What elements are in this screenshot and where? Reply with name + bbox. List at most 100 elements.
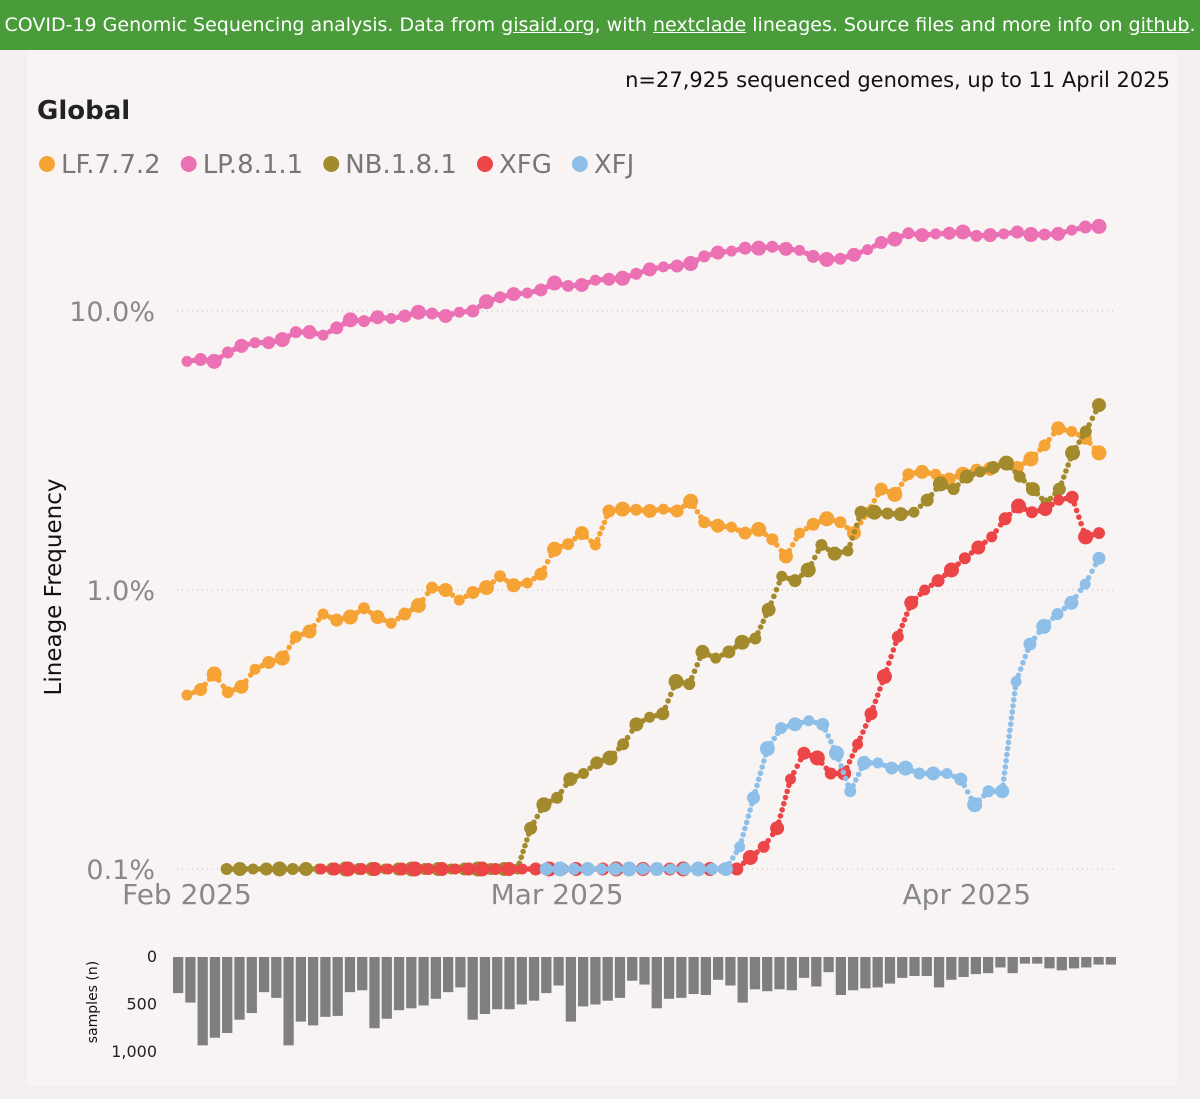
series-connector-dot (1011, 690, 1018, 697)
data-point-lp-8-1-1 (630, 267, 643, 280)
series-connector-dot (1007, 721, 1014, 727)
data-point-nb-1-8-1 (1025, 482, 1040, 497)
data-point-lf-7-7-2 (819, 511, 835, 527)
data-point-lf-7-7-2 (453, 594, 465, 606)
series-connector-dot (849, 753, 856, 759)
chart-legend: LF.7.7.2 LP.8.1.1 NB.1.8.1 XFG XFJ (39, 150, 634, 180)
y-axis-label: Lineage Frequency (41, 479, 67, 696)
data-point-lp-8-1-1 (506, 287, 521, 302)
github-link[interactable]: github (1128, 14, 1190, 36)
data-point-xfg (489, 863, 502, 875)
data-point-lp-8-1-1 (915, 228, 930, 243)
data-point-lf-7-7-2 (1038, 439, 1051, 452)
data-point-lp-8-1-1 (289, 326, 302, 339)
data-point-nb-1-8-1 (800, 562, 816, 578)
series-connector-dot (1001, 776, 1007, 782)
data-point-lp-8-1-1 (955, 224, 971, 240)
samples-bar (332, 957, 343, 1016)
legend-item-lp-8-1-1[interactable]: LP.8.1.1 (180, 150, 304, 180)
series-connector-dot (1010, 696, 1017, 703)
banner-text-4: . (1189, 14, 1196, 36)
series-connector-dot (757, 770, 764, 777)
samples-tick-label: 1,000 (111, 1042, 157, 1061)
data-point-lp-8-1-1 (806, 249, 820, 263)
series-connector-dot (743, 819, 750, 826)
samples-bar (762, 957, 773, 992)
data-point-nb-1-8-1 (683, 678, 696, 691)
series-connector-dot (522, 842, 528, 849)
data-point-nb-1-8-1 (695, 644, 710, 659)
data-point-lp-8-1-1 (494, 291, 507, 304)
data-point-lf-7-7-2 (738, 526, 752, 540)
legend-item-xfj[interactable]: XFJ (571, 150, 634, 180)
data-point-lp-8-1-1 (330, 321, 344, 335)
samples-bar (933, 957, 945, 988)
samples-tick-label: 500 (126, 995, 157, 1014)
samples-bar (737, 957, 748, 1003)
data-point-lf-7-7-2 (398, 607, 412, 621)
data-point-lp-8-1-1 (834, 252, 847, 265)
legend-item-xfg[interactable]: XFG (476, 150, 552, 180)
series-connector-dot (840, 769, 847, 776)
data-point-nb-1-8-1 (722, 645, 736, 659)
gisaid-link[interactable]: gisaid.org (501, 14, 595, 36)
data-point-xfg (1038, 502, 1053, 517)
nextclade-link[interactable]: nextclade (653, 14, 747, 36)
data-point-lf-7-7-2 (234, 679, 249, 694)
data-point-lf-7-7-2 (574, 526, 589, 541)
data-point-xfj (995, 784, 1010, 799)
samples-bar (479, 957, 491, 1014)
data-point-lf-7-7-2 (1023, 451, 1039, 467)
data-point-xfj (608, 862, 622, 876)
data-point-lf-7-7-2 (302, 624, 317, 639)
series-xfj (539, 551, 1106, 877)
data-point-xfj (872, 757, 884, 769)
legend-item-lf-7-7-2[interactable]: LF.7.7.2 (39, 150, 161, 180)
data-point-xfj (885, 761, 899, 775)
data-point-nb-1-8-1 (656, 707, 670, 721)
data-point-xfg (328, 862, 342, 876)
samples-bar (860, 957, 871, 989)
data-point-lp-8-1-1 (534, 283, 548, 297)
data-point-xfg (864, 707, 878, 721)
data-point-lf-7-7-2 (630, 503, 643, 516)
data-point-nb-1-8-1 (986, 460, 1000, 474)
samples-bar (786, 957, 797, 991)
series-xfg (315, 490, 1105, 877)
data-point-nb-1-8-1 (749, 632, 762, 645)
legend-label-xfj: XFJ (594, 150, 634, 180)
series-connector-dot (779, 807, 785, 813)
data-point-lp-8-1-1 (385, 313, 397, 325)
legend-label-nb-1-8-1: NB.1.8.1 (345, 150, 457, 180)
y-tick-label: 0.1% (86, 855, 155, 886)
data-point-lp-8-1-1 (410, 304, 426, 320)
series-connector-dot (1004, 745, 1011, 752)
series-connector-dot (761, 758, 767, 764)
series-connector-dot (1001, 770, 1008, 776)
data-point-lp-8-1-1 (453, 306, 465, 318)
chart-panel: n=27,925 sequenced genomes, up to 11 Apr… (27, 50, 1177, 1086)
data-point-lp-8-1-1 (778, 241, 793, 256)
legend-marker-xfj (571, 156, 588, 172)
samples-bar (492, 957, 503, 1010)
data-point-xfj (759, 741, 775, 757)
series-connector-dot (534, 813, 541, 820)
data-point-lf-7-7-2 (357, 602, 370, 615)
samples-bar (946, 957, 957, 980)
series-connector-dot (1003, 757, 1009, 764)
samples-bar (209, 957, 221, 1038)
data-point-lp-8-1-1 (370, 310, 385, 325)
data-point-xfg (742, 849, 758, 865)
series-connector-dot (1009, 709, 1016, 715)
data-point-lf-7-7-2 (438, 583, 453, 598)
data-point-xfg (422, 863, 435, 875)
legend-marker-xfg (476, 156, 493, 172)
samples-bar (1068, 957, 1080, 969)
data-point-lp-8-1-1 (819, 251, 835, 267)
series-connector-dot (730, 855, 736, 861)
data-point-lp-8-1-1 (1010, 225, 1024, 239)
samples-bar (823, 957, 834, 973)
legend-item-nb-1-8-1[interactable]: NB.1.8.1 (323, 150, 457, 180)
data-point-lf-7-7-2 (262, 655, 276, 669)
series-connector-dot (855, 771, 862, 778)
